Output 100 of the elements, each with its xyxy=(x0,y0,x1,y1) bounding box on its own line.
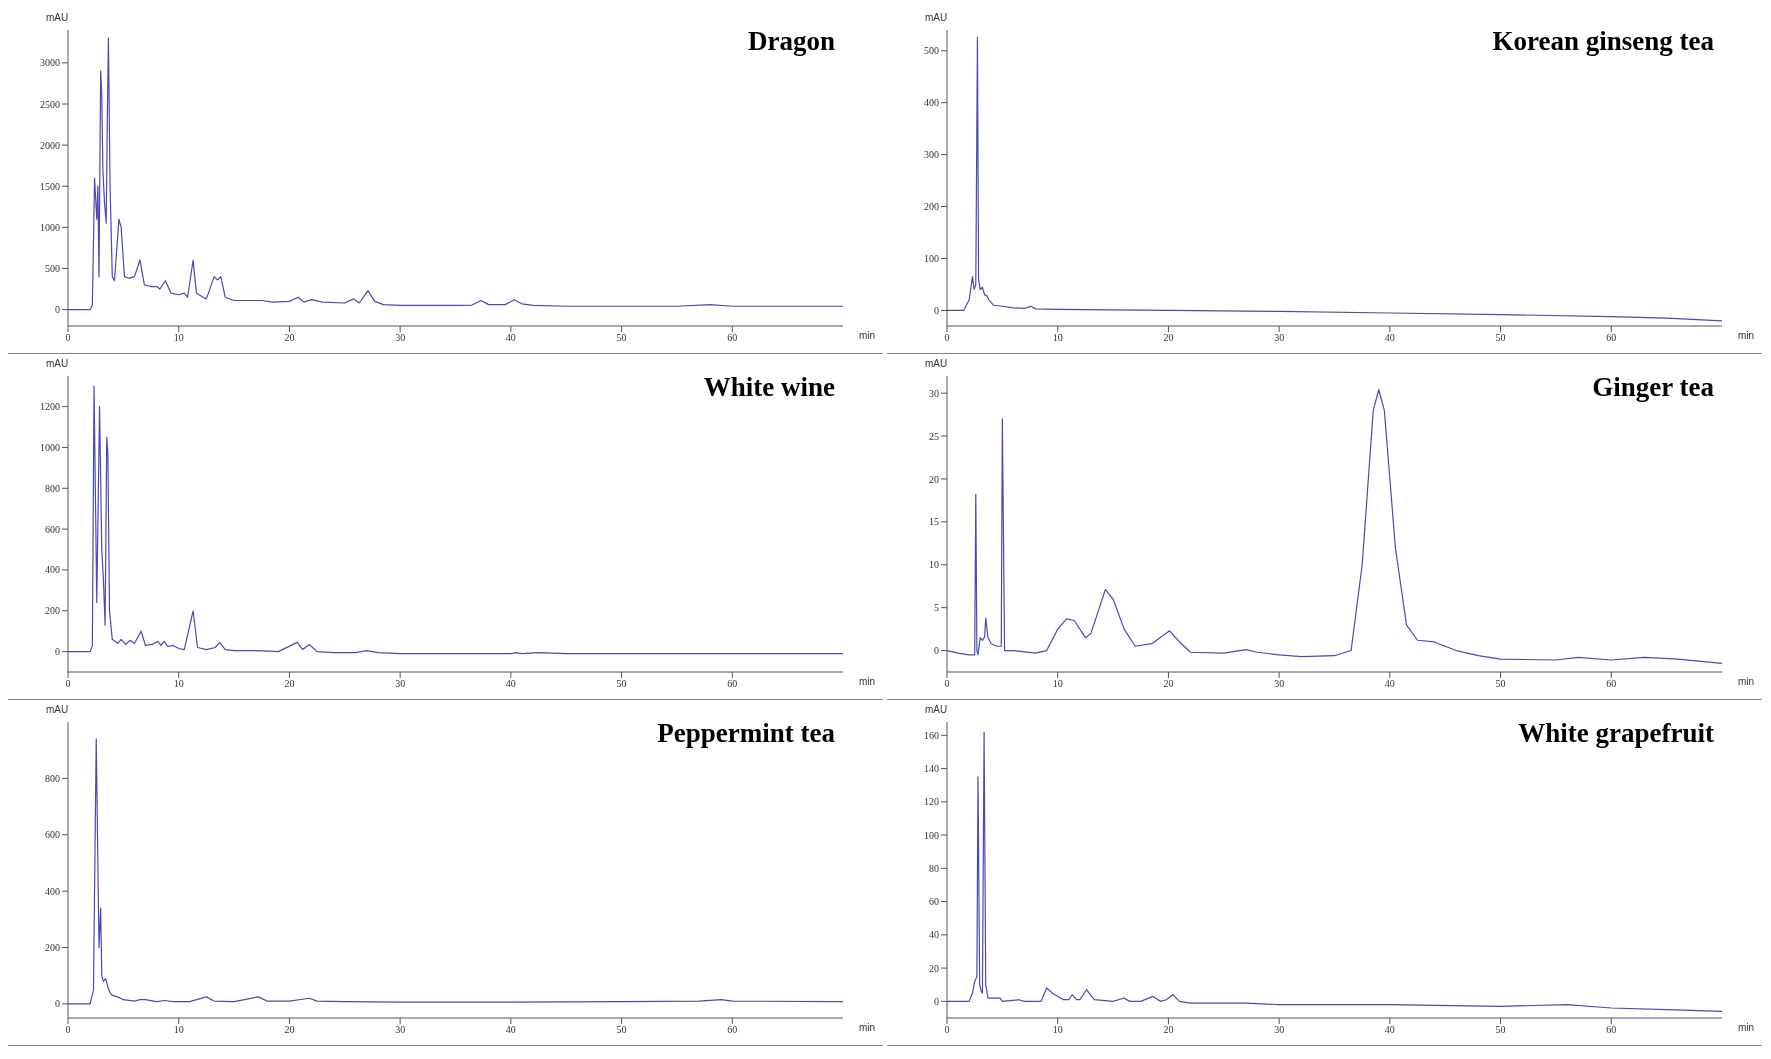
x-tick-label: 0 xyxy=(65,332,71,344)
x-axis-title: min xyxy=(1737,1022,1754,1033)
chart-title: White grapefruit xyxy=(1518,718,1714,749)
x-tick-label: 10 xyxy=(173,678,184,690)
y-tick-label: 0 xyxy=(934,995,939,1007)
x-tick-label: 60 xyxy=(1606,678,1617,690)
x-tick-label: 50 xyxy=(616,1024,627,1036)
y-tick-label: 0 xyxy=(934,645,939,657)
y-tick-label: 500 xyxy=(924,45,939,57)
chart-title: Korean ginseng tea xyxy=(1492,26,1714,57)
x-axis-title: min xyxy=(1737,676,1754,687)
x-tick-label: 30 xyxy=(395,678,406,690)
x-tick-label: 30 xyxy=(1274,678,1285,690)
x-tick-label: 40 xyxy=(505,1024,516,1036)
y-tick-label: 0 xyxy=(55,304,60,316)
y-tick-label: 10 xyxy=(929,559,939,571)
x-tick-label: 0 xyxy=(944,678,950,690)
x-axis-title: min xyxy=(858,330,875,341)
y-tick-label: 2500 xyxy=(40,98,60,110)
x-tick-label: 40 xyxy=(1384,678,1395,690)
x-tick-label: 20 xyxy=(284,678,295,690)
chart-title: Dragon xyxy=(748,26,835,57)
y-tick-label: 1500 xyxy=(40,180,60,192)
y-tick-label: 400 xyxy=(924,97,939,109)
y-tick-label: 1000 xyxy=(40,442,60,453)
y-tick-label: 3000 xyxy=(40,57,60,69)
y-tick-label: 25 xyxy=(929,430,939,442)
x-tick-label: 10 xyxy=(173,332,184,344)
x-tick-label: 20 xyxy=(1163,1024,1174,1036)
y-tick-label: 1200 xyxy=(40,401,60,413)
y-tick-label: 800 xyxy=(45,482,60,494)
y-tick-label: 15 xyxy=(929,516,939,528)
x-tick-label: 60 xyxy=(727,678,738,690)
x-axis-title: min xyxy=(858,676,875,687)
y-axis-title: mAU xyxy=(46,358,69,369)
y-axis-title: mAU xyxy=(925,358,948,369)
y-tick-label: 0 xyxy=(55,998,60,1010)
x-tick-label: 20 xyxy=(1163,332,1174,344)
y-axis-title: mAU xyxy=(46,704,69,715)
x-tick-label: 10 xyxy=(1052,1024,1063,1036)
x-axis-title: min xyxy=(858,1022,875,1033)
x-tick-label: 60 xyxy=(1606,332,1617,344)
chart-title: White wine xyxy=(703,372,835,403)
x-tick-label: 0 xyxy=(65,1024,71,1036)
x-tick-label: 50 xyxy=(616,332,627,344)
y-tick-label: 30 xyxy=(929,387,939,399)
x-tick-label: 20 xyxy=(1163,678,1174,690)
y-tick-label: 200 xyxy=(924,201,939,213)
y-axis-title: mAU xyxy=(925,704,948,715)
x-tick-label: 40 xyxy=(505,332,516,344)
y-tick-label: 120 xyxy=(924,796,939,808)
x-tick-label: 30 xyxy=(1274,1024,1285,1036)
x-tick-label: 0 xyxy=(944,1024,950,1036)
y-tick-label: 1000 xyxy=(40,221,60,233)
x-tick-label: 60 xyxy=(1606,1024,1617,1036)
y-tick-label: 140 xyxy=(924,763,939,775)
x-tick-label: 40 xyxy=(505,678,516,690)
y-tick-label: 600 xyxy=(45,523,60,535)
y-tick-label: 600 xyxy=(45,829,60,841)
x-tick-label: 30 xyxy=(395,332,406,344)
x-tick-label: 20 xyxy=(284,1024,295,1036)
x-axis-title: min xyxy=(1737,330,1754,341)
x-tick-label: 0 xyxy=(944,332,950,344)
x-tick-label: 30 xyxy=(1274,332,1285,344)
y-tick-label: 300 xyxy=(924,149,939,161)
y-tick-label: 400 xyxy=(45,885,60,897)
x-tick-label: 30 xyxy=(395,1024,406,1036)
chart-title: Ginger tea xyxy=(1592,372,1714,403)
y-axis-title: mAU xyxy=(925,12,948,23)
y-tick-label: 0 xyxy=(55,646,60,658)
y-tick-label: 80 xyxy=(929,862,939,874)
x-tick-label: 10 xyxy=(1052,332,1063,344)
y-tick-label: 160 xyxy=(924,729,939,741)
y-tick-label: 40 xyxy=(929,929,939,941)
y-tick-label: 60 xyxy=(929,896,939,908)
y-tick-label: 500 xyxy=(45,262,60,274)
x-tick-label: 10 xyxy=(173,1024,184,1036)
y-tick-label: 100 xyxy=(924,829,939,841)
x-tick-label: 40 xyxy=(1384,1024,1395,1036)
y-tick-label: 5 xyxy=(934,602,939,614)
y-tick-label: 20 xyxy=(929,962,939,974)
x-tick-label: 50 xyxy=(1495,332,1506,344)
y-tick-label: 400 xyxy=(45,564,60,576)
y-tick-label: 20 xyxy=(929,473,939,485)
y-tick-label: 800 xyxy=(45,772,60,784)
x-tick-label: 20 xyxy=(284,332,295,344)
x-tick-label: 50 xyxy=(616,678,627,690)
y-tick-label: 100 xyxy=(924,253,939,265)
x-tick-label: 10 xyxy=(1052,678,1063,690)
y-axis-title: mAU xyxy=(46,12,69,23)
y-tick-label: 0 xyxy=(934,304,939,316)
y-tick-label: 200 xyxy=(45,605,60,617)
x-tick-label: 50 xyxy=(1495,1024,1506,1036)
chart-title: Peppermint tea xyxy=(657,718,835,749)
x-tick-label: 60 xyxy=(727,1024,738,1036)
x-tick-label: 50 xyxy=(1495,678,1506,690)
y-tick-label: 200 xyxy=(45,942,60,954)
y-tick-label: 2000 xyxy=(40,139,60,151)
x-tick-label: 40 xyxy=(1384,332,1395,344)
x-tick-label: 60 xyxy=(727,332,738,344)
